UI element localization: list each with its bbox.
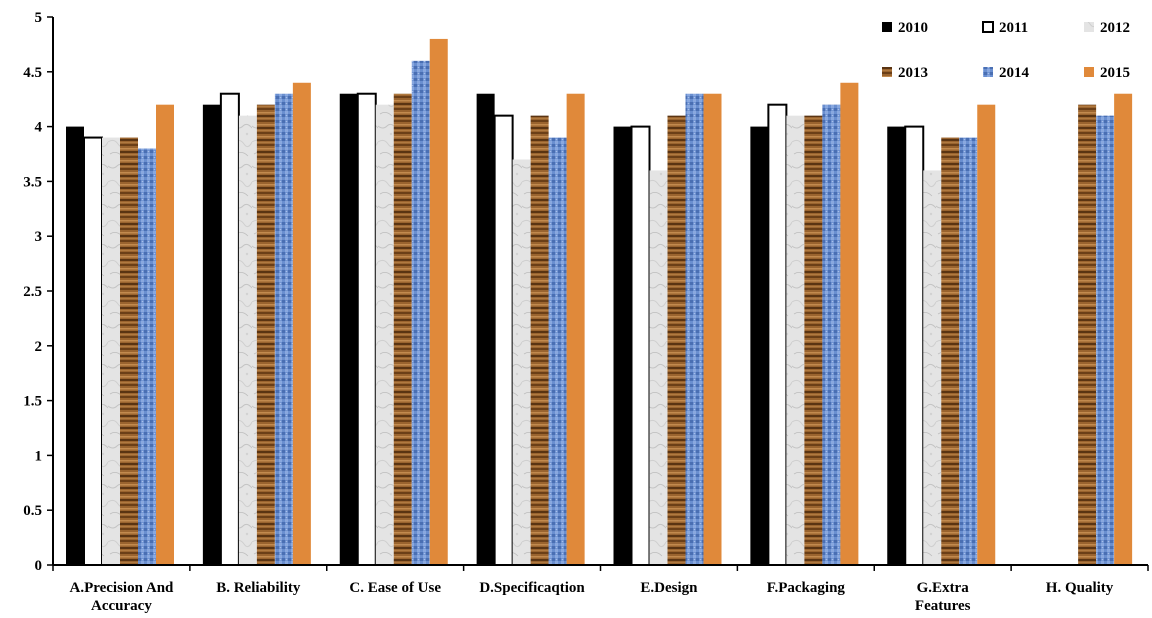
bar-2013-7 bbox=[941, 137, 960, 565]
bar-2015-5 bbox=[703, 93, 722, 565]
bar-2010-7 bbox=[887, 126, 906, 565]
bar-2014-2 bbox=[274, 93, 293, 565]
bar-2014-4 bbox=[548, 137, 567, 565]
bar-2012-6 bbox=[786, 115, 805, 565]
bar-2015-8 bbox=[1114, 93, 1133, 565]
bar-2015-2 bbox=[292, 82, 311, 565]
bar-2013-6 bbox=[804, 115, 823, 565]
bar-2013-2 bbox=[256, 104, 275, 566]
bar-2015-1 bbox=[156, 104, 174, 566]
legend-swatch-2013 bbox=[882, 67, 892, 77]
bar-2013-3 bbox=[393, 93, 412, 565]
legend: 2010 2011 2012 2013 2014 2015 bbox=[882, 20, 1130, 81]
bar-2013-8 bbox=[1078, 104, 1097, 566]
bar-2014-1 bbox=[138, 148, 156, 565]
bar-2014-8 bbox=[1096, 115, 1115, 565]
legend-swatch-2011 bbox=[982, 21, 994, 33]
y-tick-label: 2 bbox=[35, 339, 43, 355]
y-tick-label: 4 bbox=[35, 120, 43, 136]
x-category-label: B. Reliability bbox=[216, 580, 301, 596]
x-category-label: C. Ease of Use bbox=[349, 580, 441, 596]
y-tick-label: 5 bbox=[35, 10, 43, 26]
x-category-label: D.Specificaqtion bbox=[479, 580, 585, 596]
legend-label-2010: 2010 bbox=[898, 20, 928, 36]
y-tick-label: 3.5 bbox=[23, 174, 42, 190]
bar-2011-1 bbox=[83, 136, 103, 566]
legend-label-2012: 2012 bbox=[1100, 20, 1130, 36]
y-tick-label: 1.5 bbox=[23, 394, 42, 410]
y-tick-label: 2.5 bbox=[23, 284, 42, 300]
bar-2010-2 bbox=[202, 104, 221, 566]
bar-2013-5 bbox=[667, 115, 686, 565]
bar-2015-6 bbox=[840, 82, 859, 565]
bar-2012-3 bbox=[375, 104, 394, 566]
legend-swatch-2010 bbox=[882, 22, 892, 32]
legend-swatch-2015 bbox=[1084, 67, 1094, 77]
legend-swatch-2012 bbox=[1084, 22, 1094, 32]
bars-group bbox=[66, 38, 1133, 567]
y-tick-label: 0.5 bbox=[23, 503, 42, 519]
legend-label-2014: 2014 bbox=[999, 65, 1030, 81]
legend-label-2011: 2011 bbox=[999, 20, 1028, 36]
x-category-label: F.Packaging bbox=[767, 580, 846, 596]
bar-2013-4 bbox=[530, 115, 549, 565]
y-tick-label: 3 bbox=[35, 229, 43, 245]
bar-2014-3 bbox=[411, 60, 430, 566]
bar-2014-6 bbox=[822, 104, 841, 566]
bar-2014-5 bbox=[685, 93, 704, 565]
y-tick-label: 1 bbox=[35, 448, 43, 464]
bar-2011-4 bbox=[493, 114, 514, 566]
bar-2012-5 bbox=[649, 170, 668, 565]
bar-2012-1 bbox=[102, 137, 120, 565]
bar-2014-7 bbox=[959, 137, 978, 565]
bar-2015-4 bbox=[566, 93, 585, 565]
y-ticks-group: 0 0.5 1 1.5 2 2.5 3 3.5 4 4.5 5 bbox=[23, 10, 53, 574]
x-category-label: E.Design bbox=[640, 580, 698, 596]
bar-2011-3 bbox=[356, 92, 377, 566]
x-category-label: A.Precision And Accuracy bbox=[69, 580, 174, 614]
y-tick-label: 4.5 bbox=[23, 65, 42, 81]
legend-label-2015: 2015 bbox=[1100, 65, 1130, 81]
legend-swatch-2014 bbox=[983, 67, 993, 77]
x-category-label: G.Extra Features bbox=[915, 580, 971, 614]
bar-2010-6 bbox=[750, 126, 769, 565]
bar-2010-1 bbox=[66, 126, 84, 565]
bar-2011-2 bbox=[219, 92, 240, 566]
bar-2012-2 bbox=[238, 115, 257, 565]
legend-label-2013: 2013 bbox=[898, 65, 928, 81]
bar-2010-3 bbox=[339, 93, 358, 565]
bar-2010-5 bbox=[613, 126, 632, 565]
bar-2013-1 bbox=[120, 137, 138, 565]
bar-2011-5 bbox=[630, 125, 651, 566]
bar-2011-7 bbox=[904, 125, 925, 566]
category-labels-group: A.Precision And Accuracy B. Reliability C. … bbox=[52, 565, 1149, 614]
bar-2010-4 bbox=[476, 93, 495, 565]
bar-2011-6 bbox=[767, 103, 788, 567]
bar-2015-7 bbox=[977, 104, 996, 566]
bar-2015-3 bbox=[429, 38, 448, 566]
bar-2012-4 bbox=[512, 159, 531, 566]
y-tick-label: 0 bbox=[35, 558, 43, 574]
x-category-label: H. Quality bbox=[1046, 580, 1114, 596]
bar-2012-7 bbox=[923, 170, 942, 565]
